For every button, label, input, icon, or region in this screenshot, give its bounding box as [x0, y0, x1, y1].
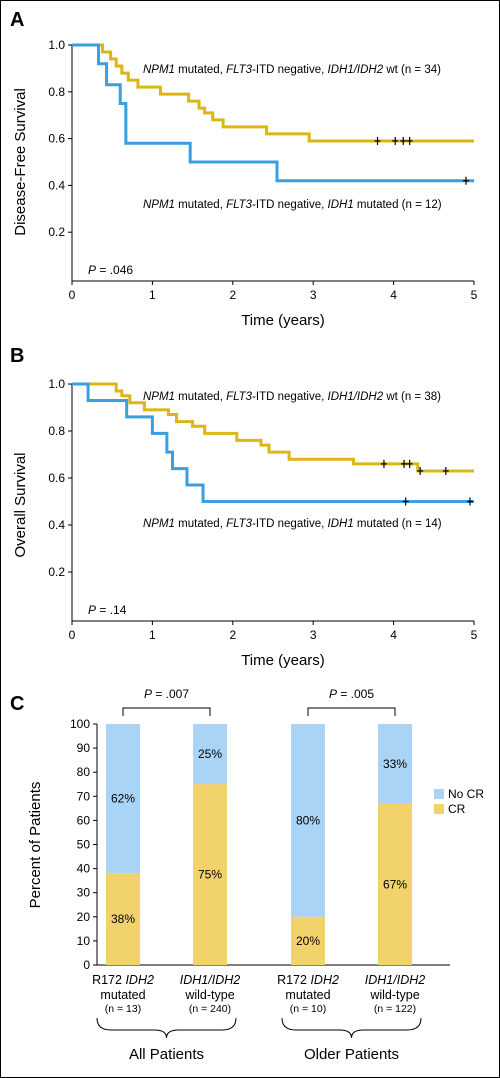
- y-tick-label: 0: [83, 958, 90, 972]
- x-tick-label: 5: [471, 628, 478, 642]
- bar-no-cr-label: 25%: [198, 747, 222, 761]
- category-label: IDH1/IDH2: [180, 973, 240, 987]
- bar-cr: [291, 916, 325, 965]
- y-tick-label: 80: [77, 765, 91, 779]
- bar-cr: [193, 784, 227, 965]
- group-brace: [281, 1017, 422, 1039]
- y-tick-label: 20: [77, 910, 91, 924]
- bar-cr-label: 38%: [111, 912, 135, 926]
- dfs-chart: 0.2 0.4 0.6 0.8 1.0 0 1 2 3 4 5 Time (years) Disease…: [12, 38, 478, 329]
- bar-no-cr-label: 80%: [296, 813, 320, 827]
- y-tick-label: 50: [77, 838, 91, 852]
- bar-cr-label: 75%: [198, 868, 222, 882]
- y-axis-title: Overall Survival: [12, 452, 29, 557]
- group-label: Older Patients: [304, 1046, 399, 1063]
- x-tick-label: 2: [229, 288, 236, 302]
- series-annotation: NPM1 mutated, FLT3-ITD negative, IDH1 mu…: [143, 199, 442, 211]
- x-tick-label: 5: [471, 288, 478, 302]
- y-tick-label: 10: [77, 934, 91, 948]
- y-tick-label: 60: [77, 813, 91, 827]
- x-tick-label: 3: [310, 628, 317, 642]
- category-label-2: wild-type: [184, 988, 234, 1002]
- y-tick-label: 90: [77, 741, 91, 755]
- legend-label: CR: [448, 802, 466, 816]
- series-annotation: NPM1 mutated, FLT3-ITD negative, IDH1 mu…: [143, 518, 442, 530]
- bar-cr: [378, 803, 412, 965]
- comparison-p-value: P = .007: [144, 687, 189, 701]
- x-axis-title: Time (years): [241, 652, 325, 669]
- category-n-label: (n = 10): [290, 1003, 326, 1015]
- group-brace: [96, 1017, 237, 1039]
- comparison-bracket: [307, 707, 396, 716]
- bar-no-cr-label: 62%: [111, 792, 135, 806]
- category-label: R172 IDH2: [277, 973, 339, 987]
- category-label-2: mutated: [285, 988, 330, 1002]
- y-tick-label: 0.4: [48, 518, 65, 532]
- x-tick-label: 4: [390, 288, 397, 302]
- os-chart: 0.2 0.4 0.6 0.8 1.0 0 1 2 3 4 5 Time (years) Overall…: [12, 377, 478, 669]
- bar-cr-label: 20%: [296, 934, 320, 948]
- x-tick-label: 0: [69, 628, 76, 642]
- series-annotation: NPM1 mutated, FLT3-ITD negative, IDH1/ID…: [143, 64, 441, 76]
- x-tick-label: 4: [390, 628, 397, 642]
- y-tick-label: 0.6: [48, 471, 65, 485]
- x-tick-label: 0: [69, 288, 76, 302]
- category-label: R172 IDH2: [92, 973, 154, 987]
- category-label-2: wild-type: [369, 988, 419, 1002]
- panel-b-letter: B: [10, 345, 24, 367]
- x-tick-label: 3: [310, 288, 317, 302]
- y-axis-title: Percent of Patients: [27, 782, 44, 909]
- category-n-label: (n = 13): [105, 1003, 141, 1015]
- comparison-p-value: P = .005: [329, 687, 374, 701]
- y-tick-label: 70: [77, 789, 91, 803]
- legend-swatch: [434, 789, 444, 799]
- p-value-label: P = .046: [88, 263, 133, 277]
- comparison-bracket: [122, 707, 211, 716]
- y-axis-title: Disease-Free Survival: [12, 88, 29, 236]
- y-tick-label: 40: [77, 862, 91, 876]
- x-axis-title: Time (years): [241, 312, 325, 329]
- legend-swatch: [434, 804, 444, 814]
- category-label-2: mutated: [100, 988, 145, 1002]
- y-tick-label: 0.2: [48, 225, 65, 239]
- survival-curve: [72, 43, 474, 183]
- bar-no-cr: [291, 724, 325, 917]
- x-tick-label: 1: [149, 628, 156, 642]
- legend-label: No CR: [448, 787, 484, 801]
- panel-a-letter: A: [10, 9, 24, 31]
- cr-bar-chart: 0 10 20 30 40 50 60 70 80 90 100 Percent of Patient…: [27, 687, 484, 1063]
- y-tick-label: 1.0: [48, 377, 65, 391]
- bar-cr-label: 67%: [383, 877, 407, 891]
- x-tick-label: 1: [149, 288, 156, 302]
- y-tick-label: 0.8: [48, 85, 65, 99]
- survival-curve: [72, 382, 474, 503]
- x-tick-label: 2: [229, 628, 236, 642]
- bar-no-cr: [193, 724, 227, 785]
- series-annotation: NPM1 mutated, FLT3-ITD negative, IDH1/ID…: [143, 391, 441, 403]
- y-tick-label: 0.4: [48, 178, 65, 192]
- y-tick-label: 0.8: [48, 424, 65, 438]
- bar-no-cr: [378, 724, 412, 804]
- bar-no-cr-label: 33%: [383, 757, 407, 771]
- y-tick-label: 1.0: [48, 38, 65, 52]
- y-tick-label: 0.2: [48, 565, 65, 579]
- bar-no-cr: [106, 724, 140, 874]
- bar-cr: [106, 873, 140, 965]
- group-label: All Patients: [129, 1046, 204, 1063]
- y-tick-label: 0.6: [48, 132, 65, 146]
- p-value-label: P = .14: [88, 603, 127, 617]
- panel-c-letter: C: [10, 693, 24, 715]
- category-n-label: (n = 122): [374, 1003, 416, 1015]
- y-tick-label: 100: [70, 717, 90, 731]
- survival-curve: [72, 43, 474, 143]
- y-tick-label: 30: [77, 886, 91, 900]
- category-n-label: (n = 240): [189, 1003, 231, 1015]
- survival-curve: [72, 382, 474, 473]
- category-label: IDH1/IDH2: [365, 973, 425, 987]
